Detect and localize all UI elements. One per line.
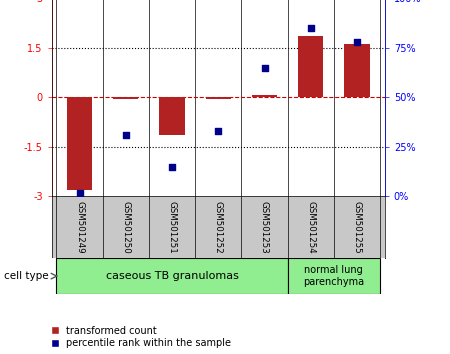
Text: cell type: cell type — [4, 271, 49, 281]
Text: caseous TB granulomas: caseous TB granulomas — [106, 271, 239, 281]
Text: GSM501249: GSM501249 — [75, 201, 84, 254]
Text: GSM501252: GSM501252 — [214, 201, 223, 254]
Bar — [56, 258, 288, 294]
Text: GSM501253: GSM501253 — [260, 201, 269, 254]
Point — [168, 164, 176, 170]
Point — [353, 39, 360, 45]
Legend: transformed count, percentile rank within the sample: transformed count, percentile rank withi… — [50, 325, 232, 349]
Bar — [344, 44, 370, 97]
Bar — [252, 95, 277, 97]
Point — [307, 25, 315, 31]
Point — [215, 128, 222, 134]
Text: normal lung
parenchyma: normal lung parenchyma — [303, 265, 364, 287]
Point — [261, 65, 268, 70]
Bar — [67, 97, 92, 190]
Bar — [206, 97, 231, 99]
Bar — [113, 97, 139, 99]
Bar — [288, 258, 380, 294]
Bar — [159, 97, 184, 135]
Point — [122, 132, 129, 138]
Bar — [298, 36, 324, 97]
Text: GSM501255: GSM501255 — [352, 201, 361, 254]
Text: GSM501254: GSM501254 — [306, 201, 315, 254]
Text: GSM501251: GSM501251 — [167, 201, 176, 254]
Point — [76, 190, 83, 195]
Text: GSM501250: GSM501250 — [121, 201, 130, 254]
